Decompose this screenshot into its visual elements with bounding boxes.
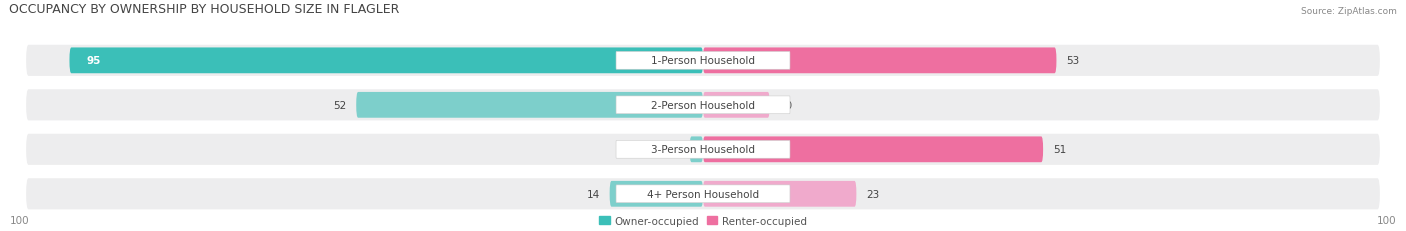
FancyBboxPatch shape — [616, 185, 790, 203]
FancyBboxPatch shape — [356, 93, 703, 118]
FancyBboxPatch shape — [69, 48, 703, 74]
FancyBboxPatch shape — [27, 90, 1379, 121]
FancyBboxPatch shape — [616, 141, 790, 158]
Text: 2-Person Household: 2-Person Household — [651, 100, 755, 110]
Text: 23: 23 — [866, 189, 880, 199]
FancyBboxPatch shape — [610, 181, 703, 207]
FancyBboxPatch shape — [703, 93, 769, 118]
Text: 53: 53 — [1066, 56, 1080, 66]
FancyBboxPatch shape — [27, 179, 1379, 210]
Text: Source: ZipAtlas.com: Source: ZipAtlas.com — [1301, 7, 1396, 16]
Text: OCCUPANCY BY OWNERSHIP BY HOUSEHOLD SIZE IN FLAGLER: OCCUPANCY BY OWNERSHIP BY HOUSEHOLD SIZE… — [10, 3, 399, 16]
FancyBboxPatch shape — [703, 181, 856, 207]
Legend: Owner-occupied, Renter-occupied: Owner-occupied, Renter-occupied — [595, 212, 811, 230]
Text: 1-Person Household: 1-Person Household — [651, 56, 755, 66]
Text: 95: 95 — [86, 56, 100, 66]
Text: 52: 52 — [333, 100, 346, 110]
Text: 14: 14 — [586, 189, 599, 199]
FancyBboxPatch shape — [703, 48, 1056, 74]
FancyBboxPatch shape — [690, 137, 703, 163]
Text: 4+ Person Household: 4+ Person Household — [647, 189, 759, 199]
Text: 100: 100 — [1376, 215, 1396, 225]
Text: 2: 2 — [673, 145, 679, 155]
FancyBboxPatch shape — [703, 137, 1043, 163]
FancyBboxPatch shape — [27, 46, 1379, 77]
Text: 10: 10 — [780, 100, 793, 110]
Text: 100: 100 — [10, 215, 30, 225]
FancyBboxPatch shape — [616, 52, 790, 70]
FancyBboxPatch shape — [27, 134, 1379, 165]
Text: 51: 51 — [1053, 145, 1066, 155]
FancyBboxPatch shape — [616, 97, 790, 114]
Text: 3-Person Household: 3-Person Household — [651, 145, 755, 155]
